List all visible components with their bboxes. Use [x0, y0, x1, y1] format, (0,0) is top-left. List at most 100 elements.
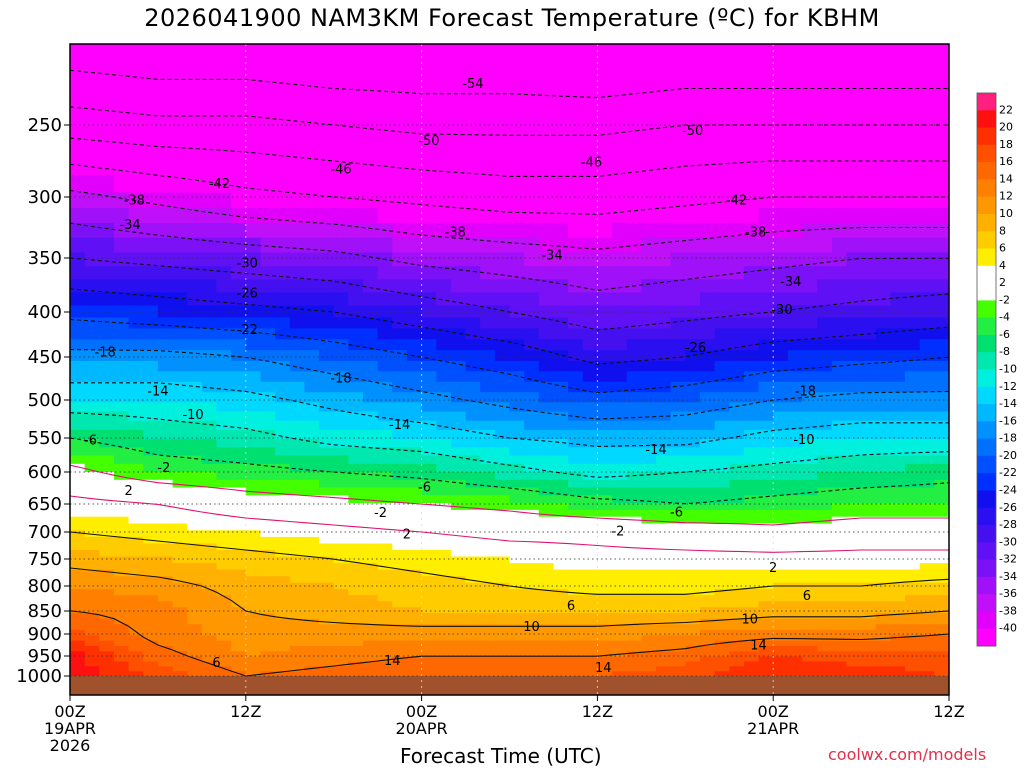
- temperature-cell: [612, 350, 628, 362]
- temperature-cell: [172, 392, 188, 403]
- temperature-cell: [480, 439, 496, 448]
- temperature-cell: [846, 618, 862, 625]
- temperature-cell: [861, 563, 877, 571]
- temperature-cell: [363, 360, 379, 372]
- temperature-cell: [758, 661, 774, 667]
- temperature-cell: [743, 563, 760, 571]
- temperature-cell: [348, 122, 364, 141]
- temperature-cell: [143, 671, 159, 677]
- temperature-cell: [289, 328, 305, 340]
- temperature-cell: [260, 576, 276, 584]
- temperature-cell: [245, 402, 262, 413]
- temperature-cell: [201, 175, 218, 194]
- temperature-cell: [157, 122, 174, 141]
- temperature-cell: [450, 671, 467, 677]
- temperature-cell: [787, 516, 804, 525]
- temperature-cell: [919, 563, 935, 571]
- temperature-cell: [465, 601, 481, 608]
- colorbar-swatch: [977, 265, 996, 284]
- temperature-cell: [363, 192, 379, 209]
- temperature-cell: [421, 651, 437, 658]
- temperature-cell: [875, 381, 891, 393]
- temperature-cell: [670, 252, 686, 267]
- temperature-cell: [861, 192, 877, 209]
- temperature-cell: [509, 252, 525, 267]
- temperature-cell: [831, 252, 847, 267]
- temperature-cell: [773, 371, 789, 383]
- temperature-cell: [875, 629, 891, 636]
- temperature-cell: [729, 222, 745, 239]
- temperature-cell: [480, 516, 496, 525]
- temperature-cell: [787, 455, 804, 465]
- temperature-cell: [157, 569, 174, 577]
- temperature-cell: [436, 646, 452, 652]
- temperature-cell: [201, 556, 218, 564]
- temperature-cell: [143, 656, 159, 662]
- temperature-cell: [846, 237, 862, 254]
- temperature-cell: [509, 237, 525, 254]
- temperature-cell: [275, 536, 291, 544]
- temperature-cell: [304, 122, 320, 141]
- temperature-cell: [890, 543, 906, 551]
- temperature-cell: [128, 381, 144, 393]
- temperature-cell: [582, 192, 598, 209]
- temperature-cell: [568, 601, 584, 608]
- temperature-cell: [245, 463, 262, 473]
- temperature-cell: [817, 618, 833, 625]
- temperature-cell: [201, 666, 218, 672]
- temperature-cell: [641, 646, 657, 652]
- temperature-cell: [407, 463, 423, 473]
- temperature-cell: [494, 222, 511, 239]
- temperature-cell: [480, 666, 496, 672]
- temperature-cell: [524, 671, 540, 677]
- temperature-cell: [480, 646, 496, 652]
- temperature-cell: [187, 543, 203, 551]
- temperature-cell: [377, 509, 393, 518]
- temperature-cell: [187, 279, 203, 293]
- temperature-cell: [114, 175, 130, 194]
- temperature-cell: [143, 157, 159, 176]
- temperature-cell: [157, 503, 174, 511]
- temperature-cell: [407, 661, 423, 667]
- temperature-cell: [729, 455, 745, 465]
- temperature-cell: [494, 192, 511, 209]
- temperature-cell: [157, 523, 174, 531]
- temperature-cell: [890, 595, 906, 602]
- temperature-cell: [172, 402, 188, 413]
- temperature-cell: [450, 87, 467, 106]
- temperature-cell: [201, 392, 218, 403]
- temperature-cell: [656, 550, 672, 558]
- temperature-cell: [553, 463, 569, 473]
- temperature-cell: [157, 479, 174, 489]
- temperature-cell: [524, 640, 540, 647]
- temperature-cell: [524, 222, 540, 239]
- temperature-cell: [450, 563, 467, 571]
- temperature-cell: [231, 618, 247, 625]
- temperature-cell: [597, 582, 613, 590]
- temperature-cell: [905, 509, 921, 518]
- temperature-cell: [758, 381, 774, 393]
- temperature-cell: [216, 479, 232, 489]
- temperature-cell: [275, 671, 291, 677]
- temperature-cell: [245, 582, 262, 590]
- temperature-cell: [700, 350, 716, 362]
- temperature-cell: [597, 569, 613, 577]
- temperature-cell: [333, 371, 349, 383]
- contour-label: 2: [403, 528, 411, 543]
- temperature-cell: [421, 607, 437, 614]
- temperature-cell: [201, 479, 218, 489]
- temperature-cell: [494, 601, 511, 608]
- temperature-cell: [787, 589, 804, 596]
- temperature-cell: [538, 509, 555, 518]
- temperature-cell: [275, 569, 291, 577]
- temperature-cell: [304, 487, 320, 496]
- temperature-cell: [817, 328, 833, 340]
- temperature-cell: [597, 266, 613, 280]
- temperature-cell: [905, 651, 921, 658]
- temperature-cell: [758, 536, 774, 544]
- temperature-cell: [905, 523, 921, 531]
- temperature-cell: [861, 536, 877, 544]
- temperature-cell: [597, 381, 613, 393]
- temperature-cell: [494, 122, 511, 141]
- temperature-cell: [758, 646, 774, 652]
